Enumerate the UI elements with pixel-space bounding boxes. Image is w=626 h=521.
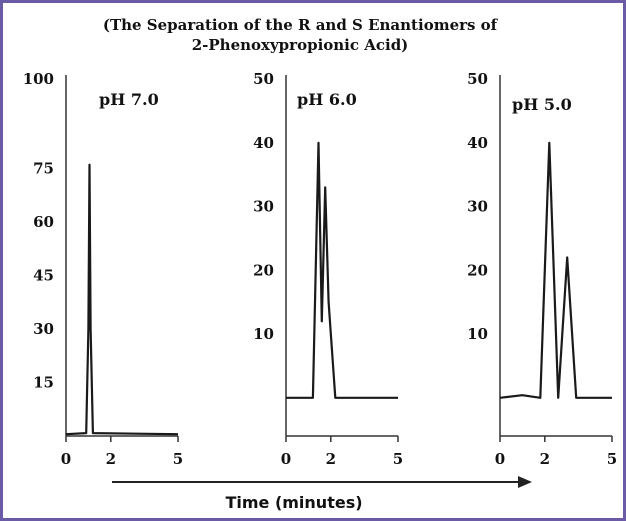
panel-3-x-tick-label: 2 xyxy=(540,450,550,468)
panel-3-y-tick-label: 50 xyxy=(467,70,488,88)
panel-3-y-tick-label: 20 xyxy=(467,261,488,279)
panel-1-ph-label: pH 7.0 xyxy=(99,90,159,109)
panel-1: 100 75 60 45 30 15 0 2 5 pH 7.0 xyxy=(23,70,184,468)
time-arrow-head xyxy=(518,476,532,488)
panel-1-x-tick-label: 2 xyxy=(106,450,116,468)
panel-3-y-tick-label: 10 xyxy=(467,325,488,343)
panel-1-y-tick-label: 100 xyxy=(23,70,54,88)
panel-3-chromatogram-trace xyxy=(499,141,612,399)
panel-1-y-tick-label: 45 xyxy=(33,266,54,284)
panel-1-y-tick-label: 75 xyxy=(33,159,54,177)
panel-2-x-tick-label: 0 xyxy=(281,450,291,468)
panel-1-chromatogram-trace xyxy=(65,163,179,436)
panel-2-chromatogram-trace xyxy=(286,141,398,399)
panel-1-y-tick-label: 30 xyxy=(33,320,54,338)
panel-3-y-tick-label: 30 xyxy=(467,198,488,216)
panel-3-y-tick-label: 40 xyxy=(467,134,488,152)
panel-2-y-tick-label: 20 xyxy=(253,261,274,279)
panel-3-x-tick-label: 5 xyxy=(607,450,617,468)
panel-2-x-tick-label: 5 xyxy=(393,450,403,468)
panel-1-y-tick-label: 60 xyxy=(33,213,54,231)
panel-2-y-tick-label: 10 xyxy=(253,325,274,343)
panel-3-x-tick-label: 0 xyxy=(495,450,505,468)
panel-2-y-tick-label: 30 xyxy=(253,198,274,216)
panel-1-x-tick-label: 0 xyxy=(61,450,71,468)
figure-title-line-2: 2-Phenoxypropionic Acid) xyxy=(192,36,409,54)
panel-1-y-tick-label: 15 xyxy=(33,373,54,391)
panel-2-ph-label: pH 6.0 xyxy=(297,90,357,109)
panel-2-y-tick-label: 40 xyxy=(253,134,274,152)
panel-2-y-tick-label: 50 xyxy=(253,70,274,88)
figure-title-line-1: (The Separation of the R and S Enantiome… xyxy=(103,16,499,34)
panel-3-ph-label: pH 5.0 xyxy=(512,95,572,114)
panel-3: 50 40 30 20 10 0 2 5 pH 5.0 xyxy=(467,70,617,468)
panel-2: 50 40 30 20 10 0 2 5 pH 6.0 xyxy=(253,70,403,468)
panel-1-x-tick-label: 5 xyxy=(173,450,183,468)
panel-2-x-tick-label: 2 xyxy=(326,450,336,468)
x-axis-label: Time (minutes) xyxy=(225,493,362,512)
